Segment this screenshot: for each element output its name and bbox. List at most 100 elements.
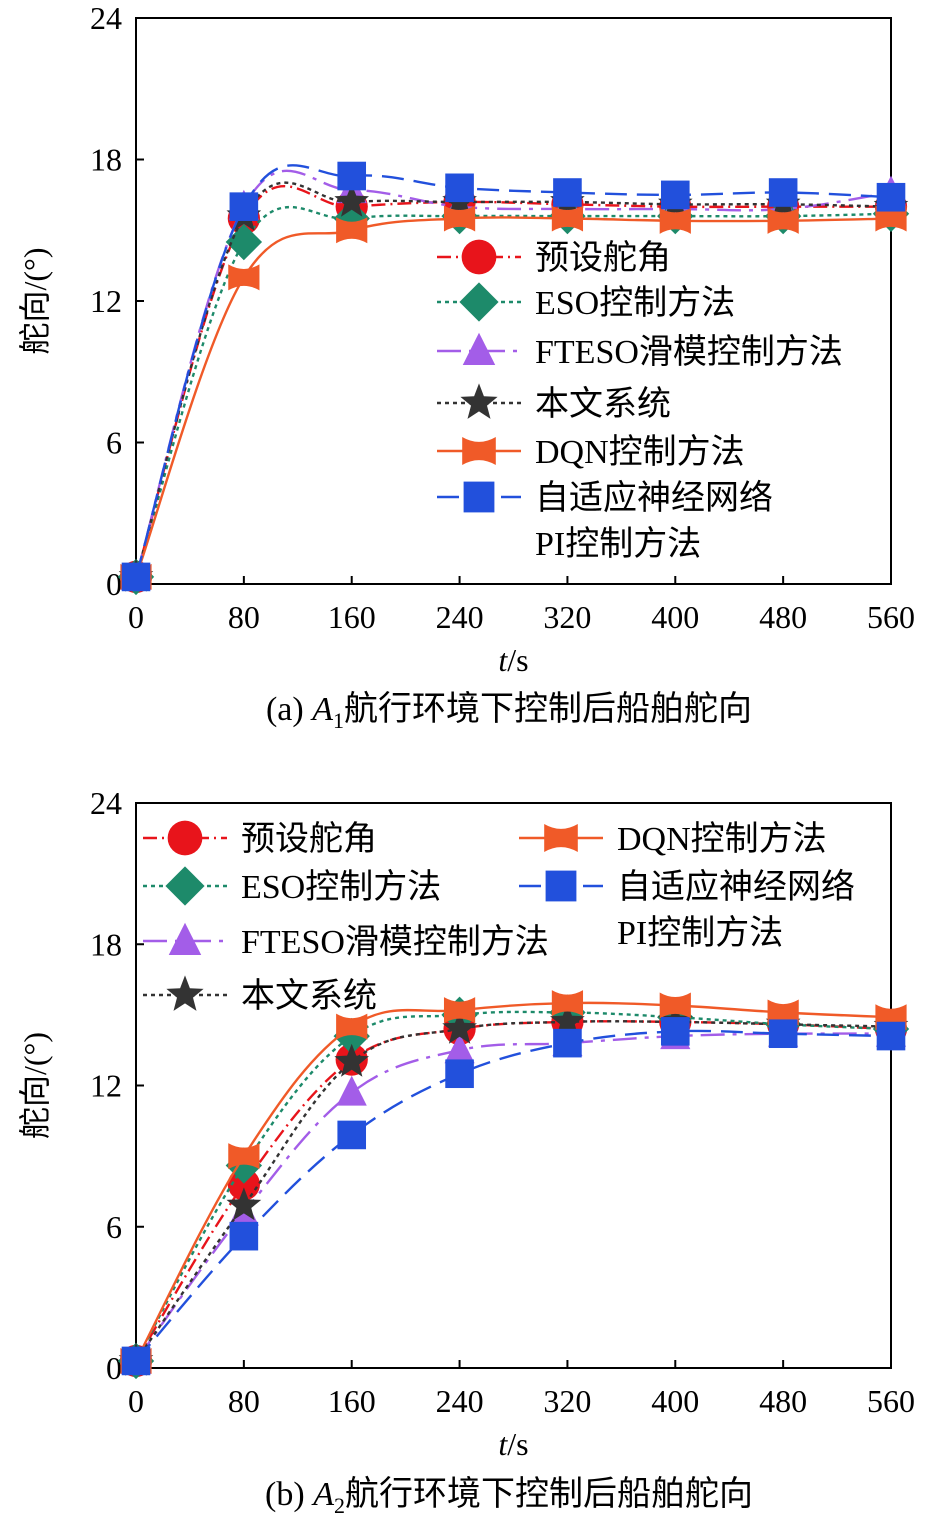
legend-item-5: 自适应神经网络 PI控制方法 <box>437 479 773 563</box>
data-point-5-5 <box>660 1017 690 1046</box>
y-tick-label: 0 <box>106 1350 122 1386</box>
x-tick-label: 480 <box>759 599 807 635</box>
legend-item-0: 预设舵角 <box>437 239 671 277</box>
data-point-5-5 <box>660 180 690 210</box>
x-tick-label: 240 <box>436 599 484 635</box>
y-axis-label: 舵向/(°) <box>17 1032 53 1139</box>
legend-item-1: ESO控制方法 <box>437 282 735 322</box>
data-point-5-4 <box>553 1028 582 1058</box>
data-point-5-6 <box>768 178 798 207</box>
x-axis-label-unit: /s <box>507 642 528 678</box>
legend-item-2: FTESO滑模控制方法 <box>143 922 549 961</box>
y-tick-label: 6 <box>106 425 122 461</box>
data-point-1-1 <box>225 223 263 261</box>
data-point-5-4 <box>553 178 582 207</box>
legend-item-0: 预设舵角 <box>143 820 377 858</box>
series-line-3 <box>135 1020 892 1362</box>
chart-panel-a: 0 80 160 240 320 400 480 560 0 6 12 18 24 舵向/(°) t/s 预设… <box>17 0 915 733</box>
data-point-4-3 <box>443 997 476 1024</box>
x-axis-label-var: t <box>498 642 508 678</box>
legend-item-2: FTESO滑模控制方法 <box>437 332 843 371</box>
x-tick-label: 0 <box>128 1383 144 1419</box>
legend-marker <box>165 866 205 906</box>
legend-marker <box>462 332 496 365</box>
legend-label: DQN控制方法 <box>617 820 827 858</box>
data-point-5-0 <box>121 1346 151 1376</box>
legend-marker <box>545 870 577 902</box>
data-point-5-7 <box>876 182 906 212</box>
x-tick-label: 320 <box>543 1383 591 1419</box>
legend-label: ESO控制方法 <box>241 868 441 906</box>
legend-item-3: 本文系统 <box>437 383 671 423</box>
y-tick-label: 24 <box>90 0 122 36</box>
legend-label: 本文系统 <box>241 977 377 1015</box>
x-tick-label: 240 <box>436 1383 484 1419</box>
x-tick-label: 480 <box>759 1383 807 1419</box>
x-tick-label: 80 <box>228 1383 260 1419</box>
data-point-4-5 <box>659 992 691 1019</box>
data-point-4-6 <box>767 207 799 234</box>
x-tick-label: 400 <box>651 599 699 635</box>
data-point-4-4 <box>551 990 584 1017</box>
legend-marker <box>168 922 202 955</box>
legend-marker <box>460 383 498 419</box>
plot-frame <box>135 17 892 585</box>
data-point-4-2 <box>336 1013 368 1040</box>
legend-marker <box>461 239 497 275</box>
legend-label: ESO控制方法 <box>535 284 735 322</box>
data-point-3-1 <box>226 1187 262 1221</box>
caption-var: A <box>310 691 333 728</box>
y-tick-label: 12 <box>90 1068 122 1104</box>
x-axis-label: t/s <box>498 1426 528 1462</box>
chart-panel-b: 0 80 160 240 320 400 480 560 0 6 12 18 24 舵向/(°) t/s 预设… <box>17 785 915 1518</box>
caption-var: A <box>311 1476 334 1513</box>
legend-marker <box>167 820 203 856</box>
y-tick-label: 18 <box>90 142 122 178</box>
legend-label: 预设舵角 <box>535 239 671 277</box>
legend-marker <box>544 824 578 852</box>
data-point-4-5 <box>659 207 691 234</box>
data-point-4-7 <box>875 205 907 232</box>
caption-prefix: (a) <box>266 691 312 728</box>
data-point-5-1 <box>229 1221 259 1251</box>
y-tick-label: 0 <box>106 566 122 602</box>
data-point-5-3 <box>445 1059 474 1089</box>
y-axis-label: 舵向/(°) <box>17 247 53 354</box>
x-axis-label-var: t <box>498 1426 508 1462</box>
legend-label: FTESO滑模控制方法 <box>535 333 843 371</box>
legend-label-line2: PI控制方法 <box>617 914 783 952</box>
data-point-3-2 <box>334 183 369 217</box>
x-tick-label: 0 <box>128 599 144 635</box>
data-point-5-1 <box>229 192 259 221</box>
x-axis-label-unit: /s <box>507 1426 528 1462</box>
caption-sub: 2 <box>334 1493 345 1518</box>
x-tick-label: 560 <box>867 599 915 635</box>
legend-label: FTESO滑模控制方法 <box>241 923 549 961</box>
data-point-3-4 <box>550 1003 585 1037</box>
data-point-5-7 <box>876 1021 906 1051</box>
legend-item-4: DQN控制方法 <box>519 820 827 858</box>
legend-item-4: DQN控制方法 <box>437 433 745 471</box>
y-tick-label: 18 <box>90 926 122 962</box>
series-line-1 <box>134 205 892 578</box>
legend-item-3: 本文系统 <box>143 975 377 1015</box>
legend-marker <box>462 437 496 465</box>
caption-prefix: (b) <box>265 1476 313 1513</box>
y-tick-label: 12 <box>90 283 122 319</box>
legend-item-5: 自适应神经网络 PI控制方法 <box>519 868 855 952</box>
data-point-4-3 <box>443 205 476 232</box>
legend-item-1: ESO控制方法 <box>143 866 441 906</box>
y-tick-label: 24 <box>90 785 122 821</box>
data-point-3-3 <box>442 1010 477 1044</box>
data-point-3-2 <box>334 1043 369 1077</box>
legend-label-line2: PI控制方法 <box>535 525 701 563</box>
legend-label: 预设舵角 <box>241 820 377 858</box>
data-point-2-3 <box>444 1033 475 1064</box>
data-point-4-1 <box>228 264 260 291</box>
data-point-5-2 <box>337 1120 367 1150</box>
legend-marker <box>459 282 499 322</box>
figure-caption: (a) A1航行环境下控制后船舶舵向 <box>266 690 752 733</box>
data-point-5-0 <box>121 562 151 592</box>
data-point-4-6 <box>767 999 799 1026</box>
